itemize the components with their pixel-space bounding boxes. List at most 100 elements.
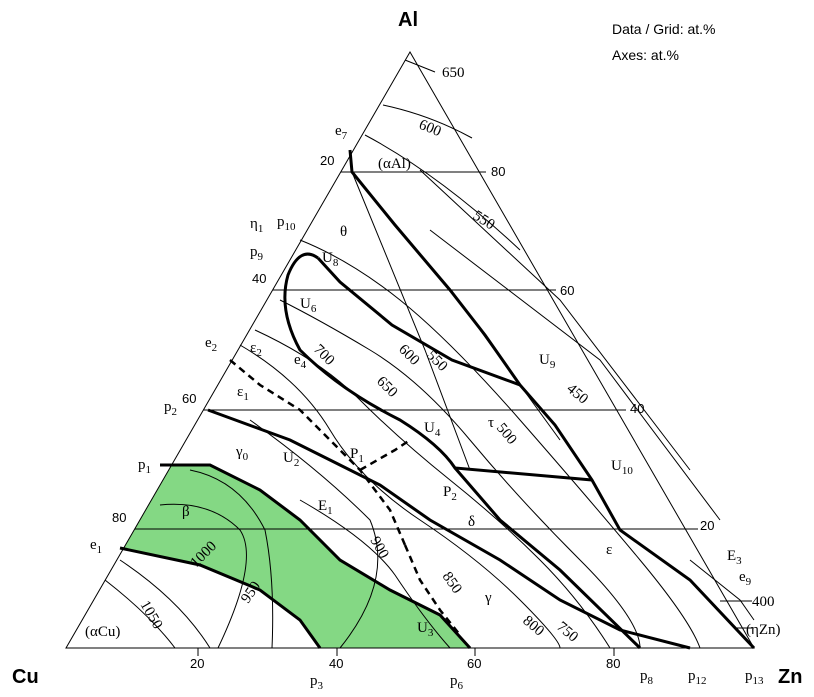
phase-sub: 1 [243,391,249,403]
valley-lines [119,149,756,650]
point-label: U8 [322,250,339,269]
point-sub: 6 [311,303,317,315]
point-base: p [688,668,696,684]
point-label: p13 [745,668,764,687]
point-label: p9 [250,244,264,263]
point-base: e [335,123,342,139]
axis-ticks: 20 40 60 80 80 60 40 20 20 40 60 80 [112,153,714,671]
point-label: e1 [90,537,102,556]
point-label: U10 [611,458,633,477]
point-base: p [745,668,753,684]
phase-label: ε [606,542,612,558]
point-sub: 9 [258,251,264,263]
phase-sub: 1 [327,505,333,517]
isotherm-label: 650 [442,65,465,81]
phase-label: β [182,504,190,520]
isotherm-label: 1050 [137,598,166,632]
tick-label: 40 [630,401,644,416]
point-sub: 1 [97,544,103,556]
point-label: e9 [739,569,752,588]
note: Data / Grid: at.% [612,21,715,37]
point-base: U [283,450,294,466]
point-label: η1 [250,216,263,235]
phase-label: γ0 [235,444,249,463]
tick-label: 60 [560,283,574,298]
vertex-label: Al [398,9,418,31]
point-base: U [300,296,311,312]
point-label: e7 [335,123,348,142]
point-label: U2 [283,450,299,469]
point-label: p6 [450,673,464,692]
point-label: p8 [640,668,654,687]
point-base: p [450,673,458,689]
point-sub: 2 [212,342,218,354]
isotherm-label: 600 [395,342,422,369]
point-sub: 6 [458,680,464,692]
point-sub: 2 [451,491,457,503]
phase-base: γ [235,444,243,460]
point-sub: 7 [342,130,348,142]
point-base: p [310,673,318,689]
phase-label: E1 [318,498,333,517]
phase-label: δ [468,514,475,530]
point-base: U [611,458,622,474]
tick-label: 40 [329,656,343,671]
phase-base: ε [250,340,256,356]
point-base: P [350,446,358,462]
point-sub: 13 [753,675,765,687]
vertex-label: Cu [12,666,39,688]
phase-base: ε [237,384,243,400]
point-label: U6 [300,296,317,315]
point-sub: 12 [696,675,707,687]
point-base: e [205,335,212,351]
triangle-frame [65,50,755,649]
point-sub: 4 [301,359,307,371]
tick-label: 20 [190,656,204,671]
isotherm-label: 650 [373,374,400,401]
phase-label: ε1 [237,384,249,403]
phase-sub: 2 [256,347,262,359]
point-sub: 9 [550,359,556,371]
phase-label: (ηZn) [746,622,781,638]
tick-label: 80 [606,656,620,671]
point-sub: 3 [428,627,434,639]
point-base: p [640,668,648,684]
phase-label: ε2 [250,340,262,359]
point-base: e [90,537,97,553]
isotherm-label: 600 [417,117,444,140]
tick-label: 80 [112,510,126,525]
point-base: U [539,352,550,368]
isotherm-label: 550 [423,348,450,375]
point-sub: 4 [435,427,441,439]
point-label: e2 [205,335,217,354]
phase-label: (αAl) [378,156,411,172]
tick-label: 20 [320,153,334,168]
tick-label: 20 [700,518,714,533]
isotherm-label: 500 [493,420,520,448]
point-base: p [250,244,258,260]
point-sub: 10 [622,465,634,477]
isotherm-label: 450 [563,381,591,408]
phase-label: (αCu) [85,624,120,640]
point-label: p12 [688,668,707,687]
point-label: E3 [727,548,742,567]
tick-label: 80 [491,164,505,179]
tick-label: 40 [252,271,266,286]
tick-label: 60 [467,656,481,671]
point-base: e [294,352,301,368]
point-base: P [443,484,451,500]
phase-base: E [318,498,327,514]
isotherm-label: 900 [367,534,392,561]
point-label: p1 [138,457,151,476]
point-sub: 1 [146,464,152,476]
vertex-label: Zn [778,666,802,688]
point-sub: 10 [285,221,297,233]
point-sub: 1 [258,223,264,235]
point-label: e4 [294,352,307,371]
point-base: U [424,420,435,436]
isotherm-label: 400 [752,594,775,610]
isotherm-lines [104,59,755,649]
point-sub: 3 [318,680,324,692]
